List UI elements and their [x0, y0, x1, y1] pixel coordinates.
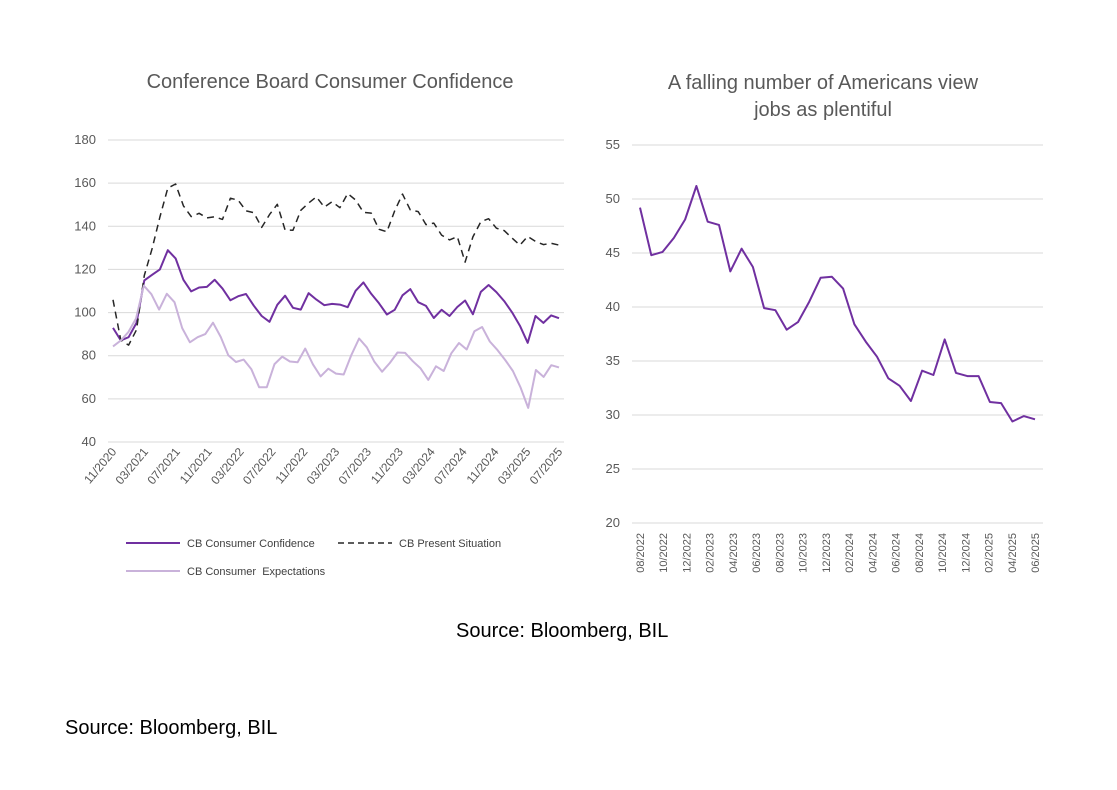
- left-x-tick-label: 03/2021: [113, 445, 152, 487]
- left-x-axis-ticks: 11/202003/202107/202111/202103/202207/20…: [81, 445, 565, 487]
- left-x-tick-label: 03/2024: [399, 445, 438, 487]
- right-chart-title-line-2: jobs as plentiful: [753, 99, 892, 121]
- left-y-tick-label: 160: [74, 175, 96, 190]
- legend-label-expectations: CB Consumer Expectations: [187, 566, 326, 578]
- right-x-tick-label: 04/2025: [1007, 533, 1019, 573]
- left-series-line-1: [112, 183, 560, 346]
- legend-label-present-situation: CB Present Situation: [399, 538, 501, 550]
- right-x-tick-label: 12/2024: [960, 533, 972, 573]
- right-x-tick-label: 06/2025: [1030, 533, 1042, 573]
- right-x-tick-label: 10/2024: [937, 533, 949, 573]
- left-series-line-2: [112, 284, 560, 409]
- left-x-tick-label: 03/2023: [304, 445, 343, 487]
- left-chart-legend: CB Consumer Confidence CB Present Situat…: [126, 538, 501, 578]
- right-chart-title-line-1: A falling number of Americans view: [668, 72, 979, 94]
- left-series-line-0: [112, 249, 560, 344]
- left-y-tick-label: 40: [82, 434, 96, 449]
- right-series-line-0: [639, 185, 1036, 423]
- right-x-tick-label: 08/2023: [774, 533, 786, 573]
- left-y-tick-label: 100: [74, 305, 96, 320]
- left-x-tick-label: 07/2024: [431, 445, 470, 487]
- left-x-tick-label: 07/2023: [336, 445, 375, 487]
- left-y-tick-label: 180: [74, 132, 96, 147]
- right-y-tick-label: 55: [606, 137, 620, 152]
- right-x-tick-label: 10/2023: [798, 533, 810, 573]
- right-x-tick-label: 04/2024: [867, 533, 879, 573]
- right-y-axis-ticks: 20 25 30 35 40 45 50 55: [606, 137, 620, 530]
- right-x-tick-label: 02/2024: [844, 533, 856, 573]
- left-y-tick-label: 140: [74, 218, 96, 233]
- right-x-tick-label: 12/2023: [821, 533, 833, 573]
- right-x-tick-label: 04/2023: [728, 533, 740, 573]
- source-label-bottom: Source: Bloomberg, BIL: [65, 717, 278, 739]
- left-chart-title: Conference Board Consumer Confidence: [147, 71, 514, 93]
- left-gridlines: [108, 139, 564, 443]
- jobs-plentiful-chart: A falling number of Americans view jobs …: [606, 72, 1043, 573]
- right-y-tick-label: 25: [606, 461, 620, 476]
- left-y-tick-label: 80: [82, 348, 96, 363]
- right-y-tick-label: 35: [606, 353, 620, 368]
- left-x-tick-label: 03/2022: [208, 445, 247, 487]
- left-x-tick-label: 07/2022: [240, 445, 279, 487]
- right-x-tick-label: 06/2024: [891, 533, 903, 573]
- consumer-confidence-chart: Conference Board Consumer Confidence 40 6…: [74, 71, 565, 578]
- left-y-tick-label: 60: [82, 391, 96, 406]
- right-x-tick-label: 12/2022: [681, 533, 693, 573]
- right-y-tick-label: 20: [606, 515, 620, 530]
- right-x-tick-label: 02/2023: [705, 533, 717, 573]
- right-y-tick-label: 30: [606, 407, 620, 422]
- left-y-axis-ticks: 40 60 80 100 120 140 160 180: [74, 132, 96, 449]
- left-y-tick-label: 120: [74, 261, 96, 276]
- right-x-tick-label: 10/2022: [658, 533, 670, 573]
- right-x-tick-label: 08/2022: [635, 533, 647, 573]
- right-x-axis-ticks: 08/2022 10/2022 12/2022 02/2023 04/2023 06/20…: [635, 533, 1042, 573]
- right-y-tick-label: 40: [606, 299, 620, 314]
- right-y-tick-label: 45: [606, 245, 620, 260]
- legend-label-confidence: CB Consumer Confidence: [187, 538, 315, 550]
- source-label-middle: Source: Bloomberg, BIL: [456, 620, 669, 642]
- left-series-lines: [112, 183, 560, 409]
- left-x-tick-label: 03/2025: [495, 445, 534, 487]
- right-x-tick-label: 08/2024: [914, 533, 926, 573]
- left-x-tick-label: 07/2025: [527, 445, 566, 487]
- right-gridlines: [632, 144, 1043, 524]
- left-x-tick-label: 07/2021: [144, 445, 183, 487]
- right-x-tick-label: 02/2025: [984, 533, 996, 573]
- right-x-tick-label: 06/2023: [751, 533, 763, 573]
- right-y-tick-label: 50: [606, 191, 620, 206]
- right-series-lines: [639, 185, 1036, 423]
